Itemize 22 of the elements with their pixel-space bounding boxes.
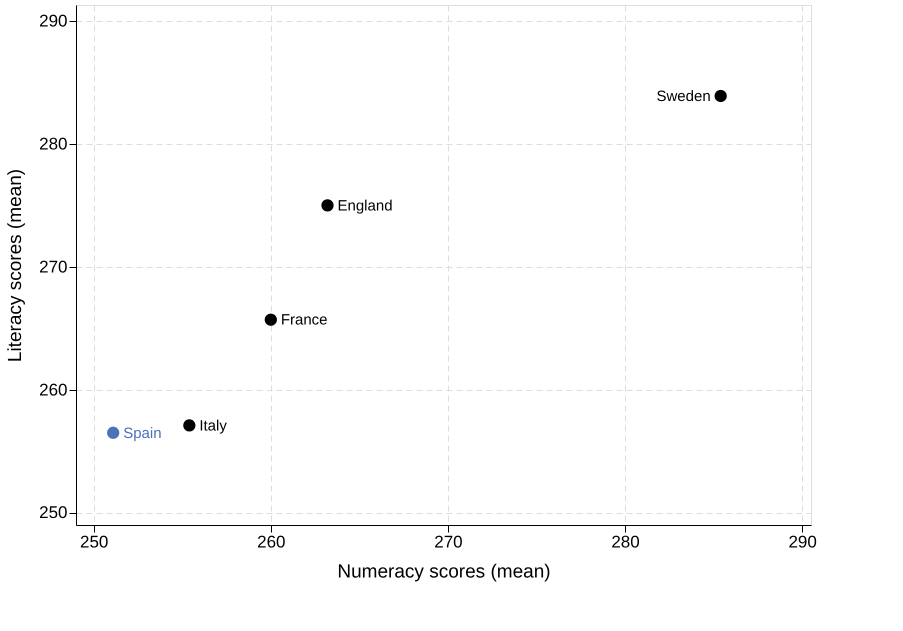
annotation: England	[337, 197, 393, 214]
x-tick-label: 280	[611, 532, 640, 552]
annotation: Italy	[199, 417, 228, 434]
y-tick-label: 250	[39, 503, 68, 522]
point	[714, 90, 727, 102]
x-tick-label: 270	[434, 532, 463, 552]
annotation: France	[280, 312, 328, 329]
point	[264, 314, 277, 326]
x-tick-label: 250	[80, 532, 108, 552]
y-tick-label: 280	[39, 134, 68, 154]
x-tick-label: 290	[788, 532, 817, 552]
point	[183, 419, 196, 432]
y-tick-label: 270	[39, 257, 68, 276]
x-axis-title: Numeracy scores (mean)	[337, 562, 551, 582]
annotation: Spain	[123, 424, 162, 442]
y-tick-label: 260	[39, 380, 68, 400]
point	[107, 426, 120, 439]
y-tick-label: 290	[39, 11, 68, 30]
y-axis-title: Literacy scores (mean)	[5, 168, 26, 362]
annotation: Sweden	[656, 88, 711, 105]
point	[321, 199, 334, 212]
x-tick-label: 260	[257, 532, 286, 552]
